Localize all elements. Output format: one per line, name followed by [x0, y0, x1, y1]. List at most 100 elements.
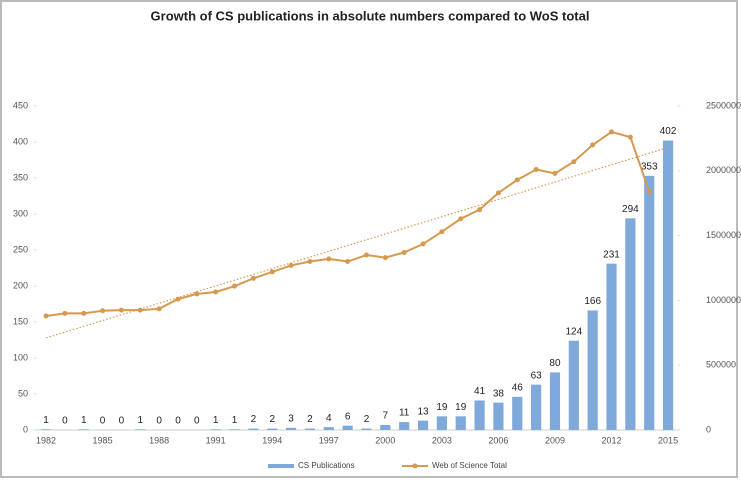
y2-tick-label: 1500000	[706, 230, 741, 240]
value-label: 1	[213, 415, 219, 426]
y-tick-label: 0	[23, 424, 28, 434]
line-point	[232, 283, 238, 289]
x-tick-label: 1991	[206, 435, 226, 445]
x-tick-label: 1982	[36, 435, 56, 445]
line-point	[137, 307, 143, 313]
line-point	[477, 207, 483, 213]
value-label: 6	[345, 411, 351, 422]
value-label: 0	[156, 416, 162, 427]
bar	[417, 420, 429, 430]
line-point	[458, 216, 464, 222]
bar	[285, 427, 297, 430]
value-label: 41	[474, 386, 486, 397]
value-label: 2	[269, 414, 275, 425]
bar	[474, 400, 485, 430]
bar	[229, 429, 240, 430]
value-label: 2	[307, 414, 313, 425]
value-label: 0	[194, 416, 200, 427]
line-point	[609, 129, 615, 135]
line-point	[495, 190, 501, 196]
bar	[78, 429, 89, 430]
bar	[662, 140, 674, 430]
line-point	[439, 229, 445, 235]
x-tick-label: 2015	[658, 435, 678, 445]
bar	[267, 428, 278, 430]
value-label: 1	[232, 415, 238, 426]
value-label: 11	[399, 408, 410, 419]
y-tick-label: 50	[18, 388, 28, 398]
value-label: 1	[137, 415, 143, 426]
line-point	[401, 249, 407, 255]
value-label: 0	[175, 416, 181, 427]
bar	[342, 425, 353, 430]
line-point	[552, 170, 558, 176]
line-point	[363, 252, 369, 258]
line-point	[590, 142, 596, 148]
line-point	[43, 313, 49, 319]
y-tick-label: 350	[13, 172, 28, 182]
x-tick-label: 1985	[93, 435, 113, 445]
line-point	[62, 310, 68, 316]
value-label: 63	[531, 370, 543, 381]
y-tick-label: 450	[13, 100, 28, 110]
value-label: 4	[326, 413, 332, 424]
line-point	[646, 189, 652, 195]
bar	[361, 428, 372, 430]
line-point	[194, 291, 200, 297]
value-label: 19	[436, 402, 448, 413]
legend-label: Web of Science Total	[432, 461, 507, 470]
y-tick-label: 300	[13, 208, 28, 218]
value-label: 294	[622, 204, 639, 215]
value-label: 1	[81, 415, 87, 426]
value-label: 80	[549, 358, 561, 369]
bar	[455, 416, 466, 430]
value-label: 402	[660, 126, 677, 137]
line-point	[420, 241, 426, 247]
value-label: 1	[43, 415, 49, 426]
x-tick-label: 2006	[488, 435, 508, 445]
bar	[512, 396, 523, 430]
line-point	[571, 159, 577, 165]
line-point	[100, 308, 106, 314]
value-label: 0	[100, 416, 106, 427]
bar	[625, 218, 636, 430]
value-label: 0	[62, 416, 68, 427]
value-label: 124	[565, 326, 582, 337]
y-tick-label: 400	[13, 136, 28, 146]
y-tick-label: 250	[13, 244, 28, 254]
line-point	[156, 306, 162, 312]
value-label: 166	[584, 296, 601, 307]
line-point	[175, 296, 181, 302]
x-tick-label: 2003	[432, 435, 452, 445]
value-label: 3	[288, 413, 294, 424]
bar	[248, 428, 259, 430]
legend-swatch-dot	[412, 463, 418, 469]
line-point	[269, 269, 275, 275]
bar	[380, 424, 391, 430]
bar	[436, 416, 447, 430]
x-tick-label: 1988	[149, 435, 169, 445]
y-tick-label: 200	[13, 280, 28, 290]
value-label: 38	[493, 388, 505, 399]
value-label: 19	[455, 402, 467, 413]
value-label: 2	[364, 414, 370, 425]
value-label: 2	[251, 414, 257, 425]
line-point	[326, 256, 332, 262]
line-point	[250, 275, 256, 281]
legend-label: CS Publications	[298, 461, 354, 470]
legend-swatch	[268, 464, 294, 468]
bar	[587, 310, 598, 430]
x-tick-label: 2012	[602, 435, 622, 445]
y2-tick-label: 2000000	[706, 165, 741, 175]
value-label: 46	[512, 383, 524, 394]
bar	[531, 384, 542, 430]
value-label: 231	[603, 249, 620, 260]
y-tick-label: 100	[13, 352, 28, 362]
x-tick-label: 1997	[319, 435, 339, 445]
y2-tick-label: 2500000	[706, 100, 741, 110]
y2-tick-label: 1000000	[706, 295, 741, 305]
line-point	[345, 259, 351, 265]
line-point	[118, 307, 124, 313]
bar	[606, 263, 617, 430]
